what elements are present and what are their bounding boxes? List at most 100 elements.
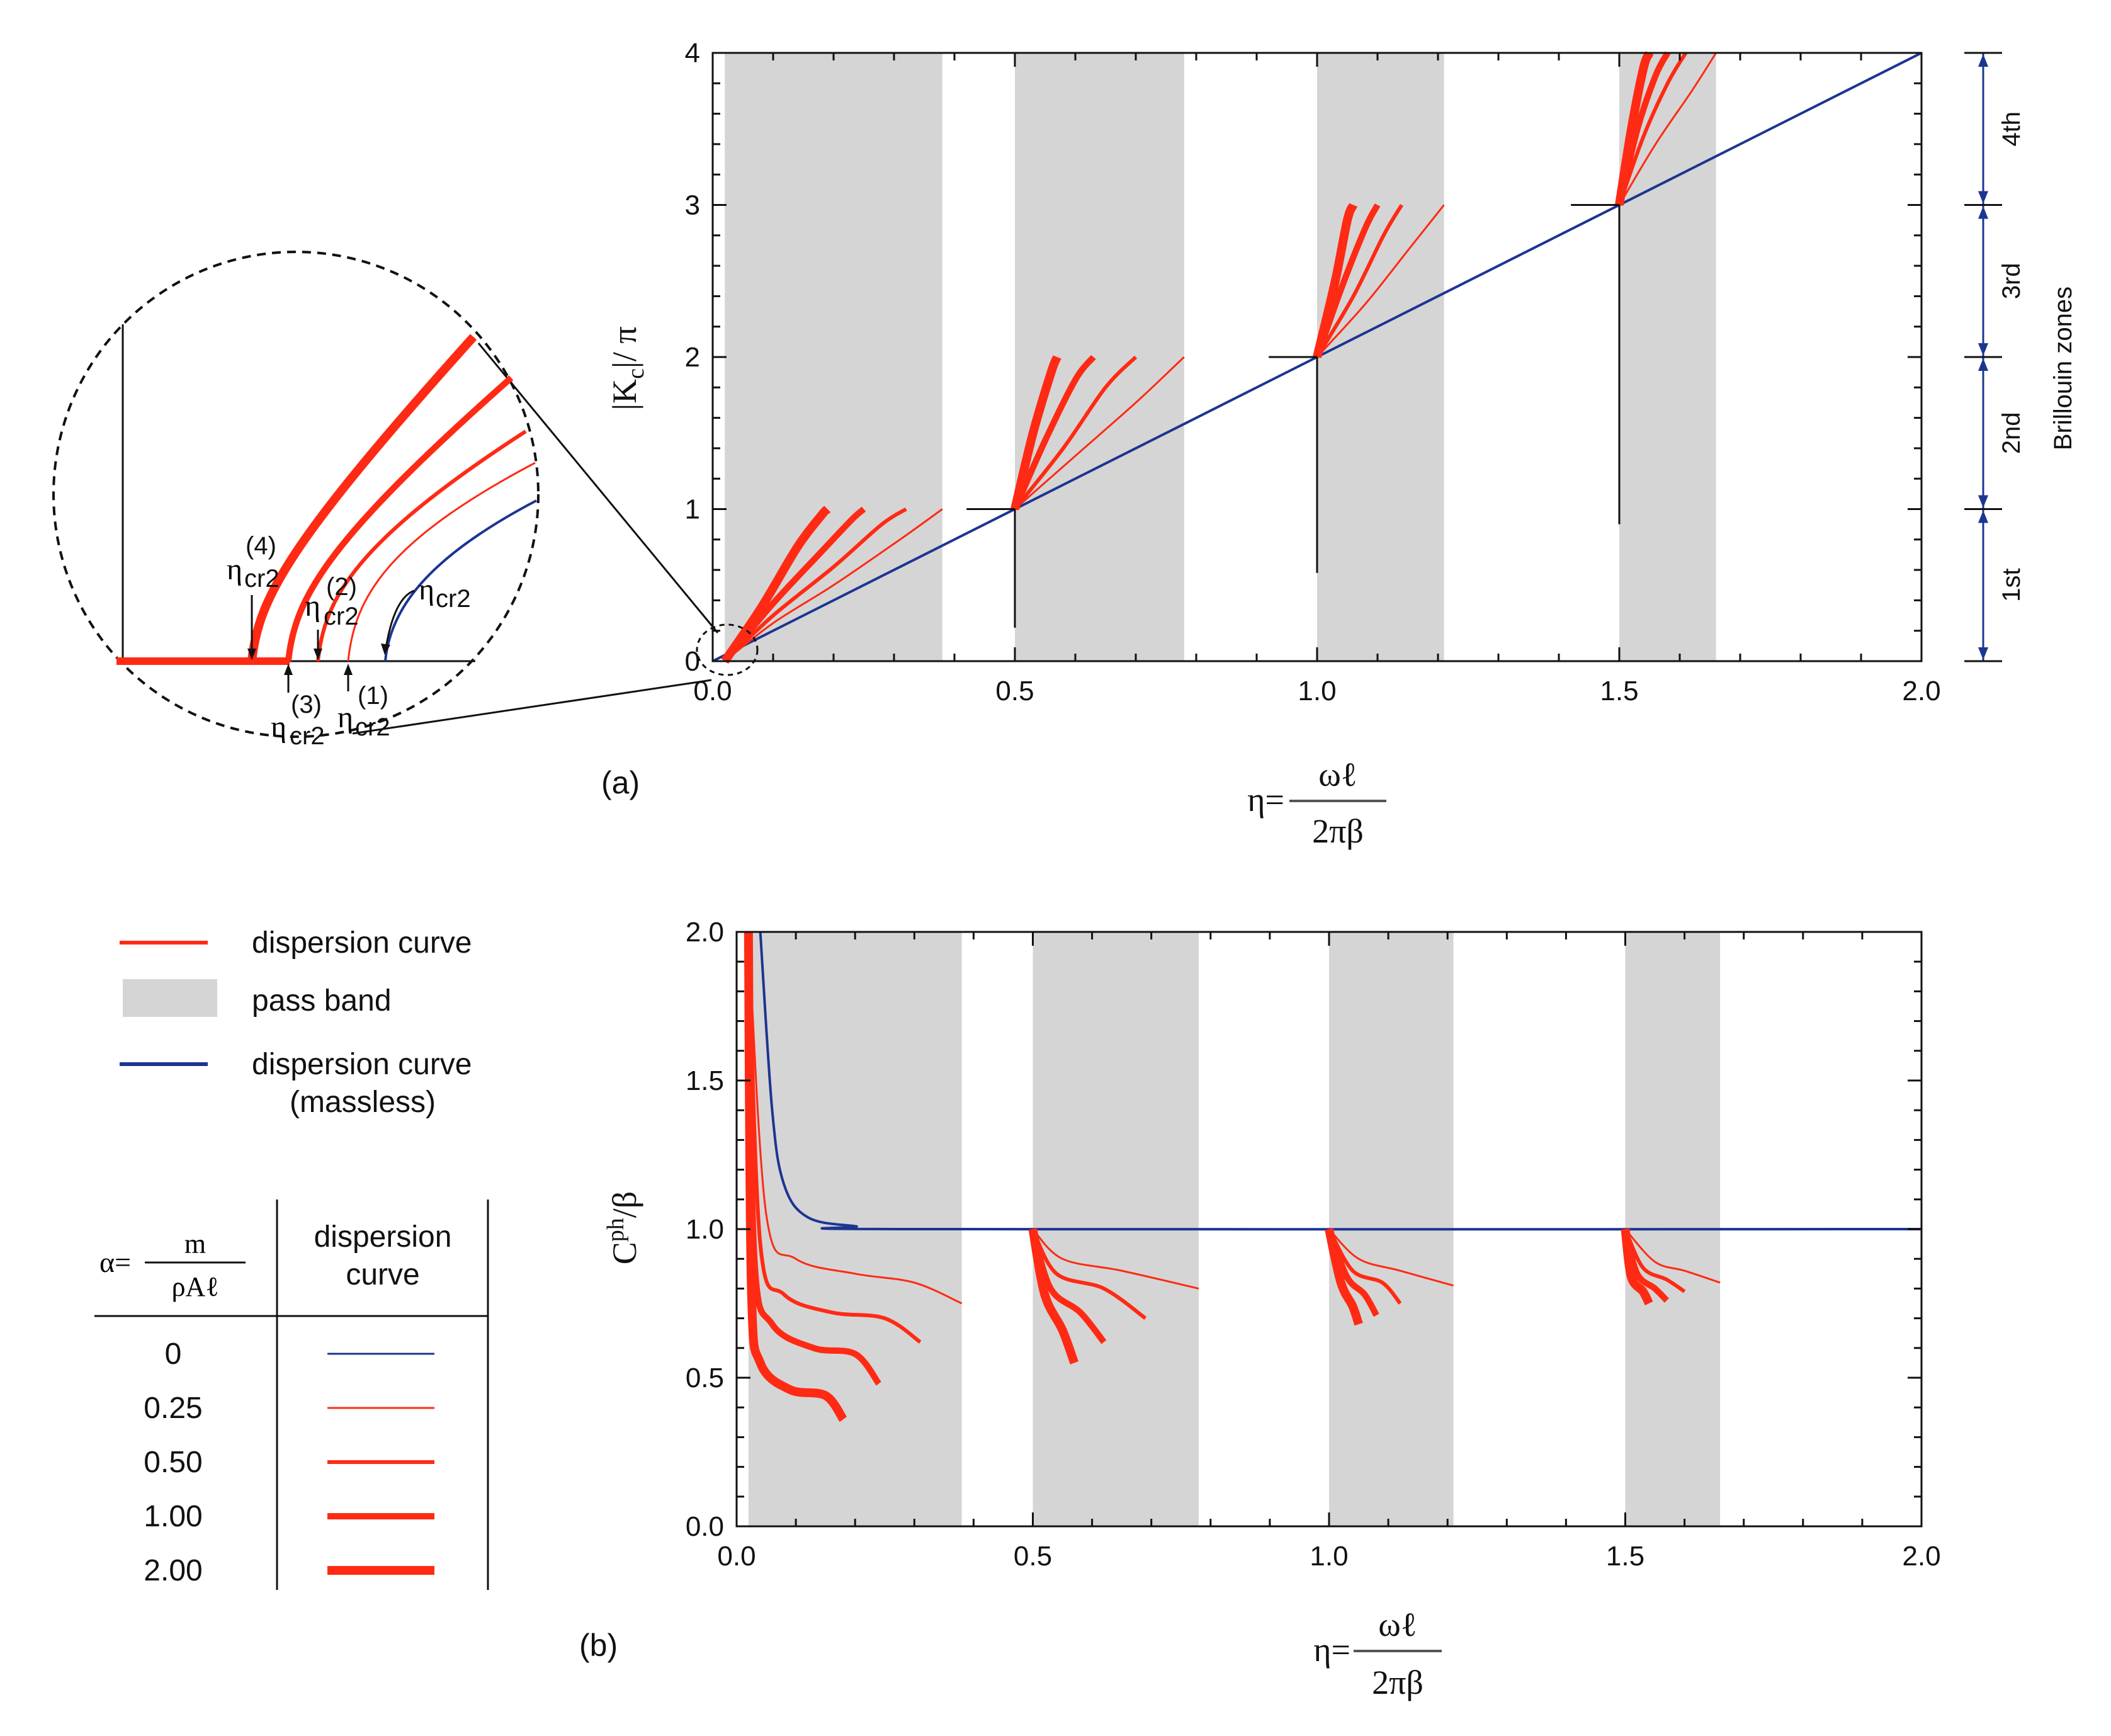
x-tick-label: 2.0 (1902, 1541, 1940, 1572)
svg-text:(2): (2) (326, 573, 357, 601)
inset-label-eta4: η (4) cr2 (227, 532, 280, 660)
zone-arrowhead-up (1978, 54, 1988, 67)
svg-text:cr2: cr2 (290, 722, 325, 750)
dispersion-curve-alpha-0_5-branch-1 (723, 507, 907, 663)
x-tick-label: 0.5 (995, 676, 1034, 706)
x-tick-label: 0.5 (1014, 1541, 1052, 1572)
zone-arrowhead-up (1978, 358, 1988, 371)
zone-label: 3rd (1998, 263, 2025, 299)
alpha-value: 0 (165, 1337, 182, 1371)
inset-label-eta0: η cr2 (381, 573, 471, 655)
pass-band-3 (1317, 53, 1444, 661)
col-header-1: dispersion (314, 1220, 452, 1254)
y-tick-label: 0.5 (686, 1363, 724, 1393)
svg-text:(3): (3) (291, 691, 322, 718)
xlabel-den-b: 2πβ (1372, 1664, 1423, 1701)
zone-label: 2nd (1998, 412, 2025, 454)
zoom-connector-bottom (352, 679, 712, 735)
x-tick-label: 2.0 (1902, 676, 1940, 706)
brillouin-zone-axis: 1st 2nd 3rd 4th (1964, 52, 2025, 662)
pass-band-2 (1015, 53, 1184, 661)
inset-curve-alpha-0_5 (316, 429, 527, 662)
dispersion-curve-alpha-2-branch-3 (1325, 1228, 1363, 1326)
y-tick-label: 2.0 (686, 917, 724, 948)
zone-arrowhead-down (1978, 343, 1988, 356)
alpha-rows: 0 0.25 0.50 1.00 2.00 (144, 1337, 434, 1587)
panel-b: 0.0 0.5 1.0 1.5 2.0 0.0 0.5 1.0 1.5 2.0 Cph/β η= … (579, 917, 1941, 1701)
alpha-value: 2.00 (144, 1554, 202, 1587)
svg-text:η: η (337, 701, 353, 734)
dispersion-curve-alpha-0_5-branch-3 (1315, 203, 1403, 358)
dispersion-curve-alpha-2-branch-3 (1313, 203, 1358, 358)
col-header-2: curve (346, 1258, 419, 1291)
dispersion-curve-alpha-2-branch-4 (1615, 50, 1654, 206)
dispersion-curve-alpha-2-branch-2 (1028, 1228, 1078, 1364)
inset-curve-alpha-0_25 (347, 462, 536, 662)
dispersion-curve-alpha-0_5-branch-2 (1013, 355, 1138, 511)
inset-curve-alpha-1 (285, 375, 514, 662)
zone-arrowhead-down (1978, 191, 1988, 204)
x-tick-label: 1.5 (1606, 1541, 1644, 1572)
svg-text:η: η (271, 710, 286, 744)
inset-curve-alpha-2 (247, 334, 477, 662)
svg-text:cr2: cr2 (355, 713, 390, 741)
dispersion-curve-alpha-0_25-branch-3 (1328, 1228, 1454, 1287)
inset-label-eta2: η (2) cr2 (305, 573, 359, 660)
alpha-value: 0.50 (144, 1446, 202, 1479)
legend-label-passband: pass band (252, 984, 392, 1018)
y-tick-label: 3 (685, 190, 700, 221)
zone-arrowhead-down (1978, 495, 1988, 508)
zone-arrowhead-up (1978, 206, 1988, 219)
y-tick-label: 2 (685, 342, 700, 373)
xlabel-den: 2πβ (1312, 812, 1364, 850)
panel-label-a: (a) (601, 765, 640, 800)
legend-gray-box (123, 979, 217, 1017)
alpha-value: 1.00 (144, 1500, 202, 1533)
legend-label-massless: dispersion curve (252, 1048, 472, 1081)
alpha-def-num: m (184, 1228, 206, 1259)
x-tick-label: 1.5 (1600, 676, 1638, 706)
inset-curves (116, 334, 537, 665)
curves-a (712, 50, 1922, 664)
dispersion-curve-alpha-0_5-branch-2 (1031, 1228, 1147, 1320)
inset-circle (52, 251, 540, 738)
dispersion-curve-alpha-2-branch-2 (1010, 355, 1061, 511)
y-axis-title-b: Cph/β (603, 1191, 643, 1265)
alpha-value: 0.25 (144, 1392, 202, 1425)
zone-label: 4th (1998, 111, 2025, 147)
dispersion-curve-alpha-0_25-branch-3 (1316, 204, 1445, 358)
dispersion-curve-alpha-2-branch-1 (721, 505, 831, 664)
panel-label-b: (b) (579, 1628, 618, 1663)
pass-bands-a (725, 53, 1716, 661)
zoom-inset: η (4) cr2 η (2) cr2 η cr2 η (3) (52, 251, 540, 750)
zoom-connector-top (477, 343, 719, 633)
ticks-b: 0.0 0.5 1.0 1.5 2.0 0.0 0.5 1.0 1.5 2.0 (686, 917, 1941, 1572)
xlabel-num: ωℓ (1318, 756, 1357, 793)
legend-label-massless-sub: (massless) (290, 1086, 436, 1119)
dispersion-curve-alpha-0_25-branch-1 (724, 508, 943, 662)
svg-text:(1): (1) (358, 682, 388, 710)
y-axis-title-a: |Kc|/ π (606, 326, 649, 410)
y-tick-label: 1.0 (686, 1214, 724, 1245)
xlabel-lhs-b: η= (1313, 1631, 1350, 1669)
massless-dispersion-curve (759, 931, 1922, 1231)
alpha-def-den: ρAℓ (172, 1271, 219, 1302)
dispersion-curve-alpha-0_25-branch-4 (1618, 52, 1717, 206)
svg-text:η: η (305, 589, 320, 623)
x-tick-label: 1.0 (1310, 1541, 1348, 1572)
svg-text:η: η (419, 573, 434, 606)
alpha-def-lhs: α= (99, 1246, 131, 1278)
brillouin-zones-title: Brillouin zones (2049, 286, 2077, 450)
dispersion-curve-alpha-2-branch-1 (744, 931, 847, 1422)
y-tick-label: 1 (685, 494, 700, 525)
x-axis-title-b: η= ωℓ 2πβ (1313, 1606, 1442, 1701)
legend-label-dispersion: dispersion curve (252, 926, 472, 960)
y-tick-label: 0.0 (686, 1511, 724, 1542)
alpha-table: α= m ρAℓ dispersion curve 0 0.25 0.50 1.00 2… (94, 1200, 489, 1590)
y-tick-label: 4 (685, 38, 700, 69)
dispersion-curve-alpha-0_25-branch-2 (1014, 356, 1185, 510)
zone-arrowhead-down (1978, 647, 1988, 660)
